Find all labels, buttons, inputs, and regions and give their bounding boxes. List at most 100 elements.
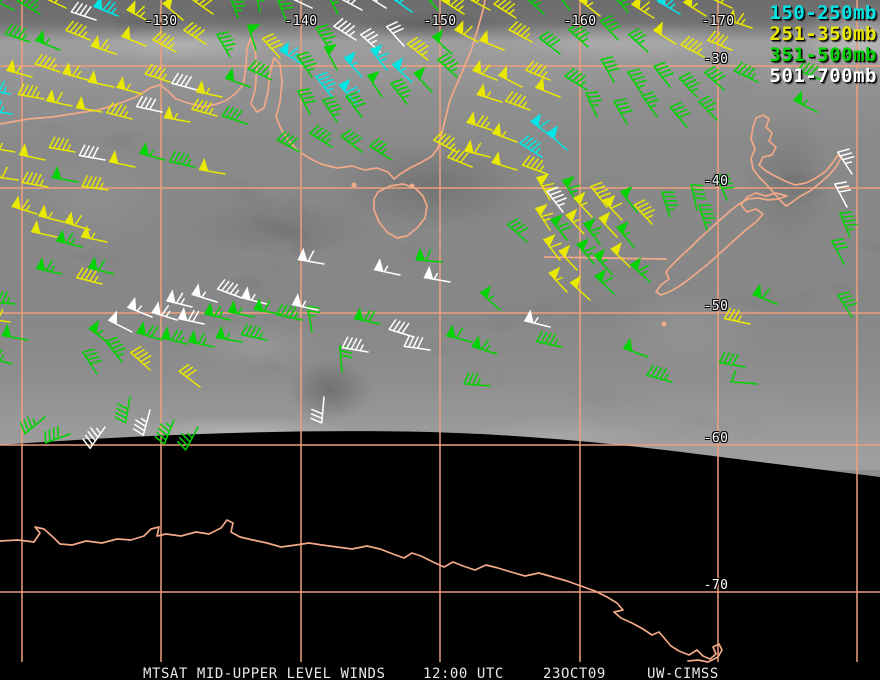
barb-staff (162, 2, 184, 21)
barb-staff (506, 218, 529, 243)
barb-staff (491, 161, 518, 171)
barb-staff (287, 0, 313, 9)
wind-barb (703, 66, 726, 91)
barb-staff (0, 290, 16, 305)
wind-barb (166, 289, 193, 308)
wind-barb (419, 0, 441, 11)
wind-barb (247, 59, 273, 81)
wind-barb (93, 0, 119, 17)
wind-barb (656, 0, 681, 15)
wind-barb (620, 186, 638, 213)
barb-staff (228, 0, 247, 19)
wind-barb (171, 72, 198, 91)
wind-barb (190, 0, 214, 15)
wind-barb (90, 35, 117, 55)
barb-staff (35, 259, 63, 275)
wind-barb (16, 0, 41, 15)
wind-barb (177, 307, 205, 325)
barb-staff (363, 0, 387, 9)
barb-staff (466, 115, 493, 131)
barb-staff (525, 60, 551, 81)
barb-staff (535, 86, 561, 98)
wind-barb (565, 208, 585, 235)
barb-staff (629, 263, 651, 283)
wind-barb (562, 175, 581, 203)
wind-barb (723, 307, 751, 325)
wind-barb (1, 323, 29, 341)
wind-barb (793, 90, 818, 113)
wind-barb (385, 21, 405, 47)
wind-barb (0, 164, 19, 181)
barb-staff (114, 396, 131, 424)
wind-barb (831, 238, 849, 265)
wind-barb (546, 186, 567, 213)
wind-barb (114, 396, 131, 424)
barb-staff (139, 149, 166, 161)
wind-barb (152, 30, 177, 53)
wind-barb (106, 102, 133, 120)
wind-barb (698, 204, 716, 231)
wind-barb (447, 147, 473, 168)
wind-barb (726, 9, 753, 29)
wind-barb (583, 218, 602, 245)
wind-barb (144, 63, 171, 83)
wind-barb (616, 221, 635, 248)
wind-barb (65, 20, 91, 41)
barb-staff (535, 330, 563, 348)
barb-staff (834, 181, 852, 208)
wind-barb (413, 66, 433, 93)
barb-staff (530, 119, 553, 138)
barb-staff (0, 0, 15, 11)
barb-staff (166, 292, 193, 308)
wind-barb (0, 0, 15, 11)
barb-staff (733, 61, 759, 83)
wind-barb (296, 51, 317, 78)
barb-staff (108, 319, 133, 333)
barb-staff (718, 351, 746, 368)
coastline-nz-north-island (750, 114, 842, 207)
wind-barb (18, 143, 46, 161)
barb-staff (599, 15, 621, 41)
wind-barb (707, 0, 733, 9)
wind-barb (535, 330, 563, 348)
barb-staff (310, 396, 325, 424)
wind-barb (535, 76, 561, 98)
wind-barb (21, 171, 49, 188)
barb-staff (683, 1, 707, 17)
barb-staff (543, 238, 562, 261)
wind-barb (567, 23, 590, 48)
barb-staff (87, 80, 115, 88)
wind-barb (423, 265, 451, 283)
wind-barb (87, 70, 115, 88)
wind-barb (525, 60, 551, 81)
barb-staff (297, 88, 317, 115)
barb-staff (216, 31, 236, 58)
wind-barb (389, 0, 413, 13)
barb-staff (523, 0, 545, 15)
barb-staff (616, 226, 635, 248)
barb-staff (38, 212, 65, 223)
wind-barb (839, 211, 858, 238)
barb-staff (569, 281, 591, 301)
barb-staff (519, 134, 543, 158)
barb-staff (359, 28, 381, 53)
wind-barb (373, 258, 401, 276)
wind-barb (733, 61, 759, 83)
barb-staff (669, 101, 691, 128)
wind-barb (161, 326, 188, 345)
coastline-tasmania (373, 183, 428, 239)
barb-staff (11, 199, 38, 215)
wind-barb (338, 78, 361, 105)
wind-barb (388, 319, 415, 338)
barb-staff (198, 168, 226, 175)
wind-barb (183, 21, 207, 45)
barb-staff (106, 102, 133, 120)
wind-barb (613, 98, 633, 125)
barb-staff (479, 39, 505, 51)
wind-barb (64, 211, 91, 231)
barb-staff (163, 112, 191, 123)
barb-staff (627, 28, 649, 53)
barb-staff (177, 309, 205, 325)
wind-barb (653, 21, 677, 45)
wind-barb (88, 256, 115, 275)
